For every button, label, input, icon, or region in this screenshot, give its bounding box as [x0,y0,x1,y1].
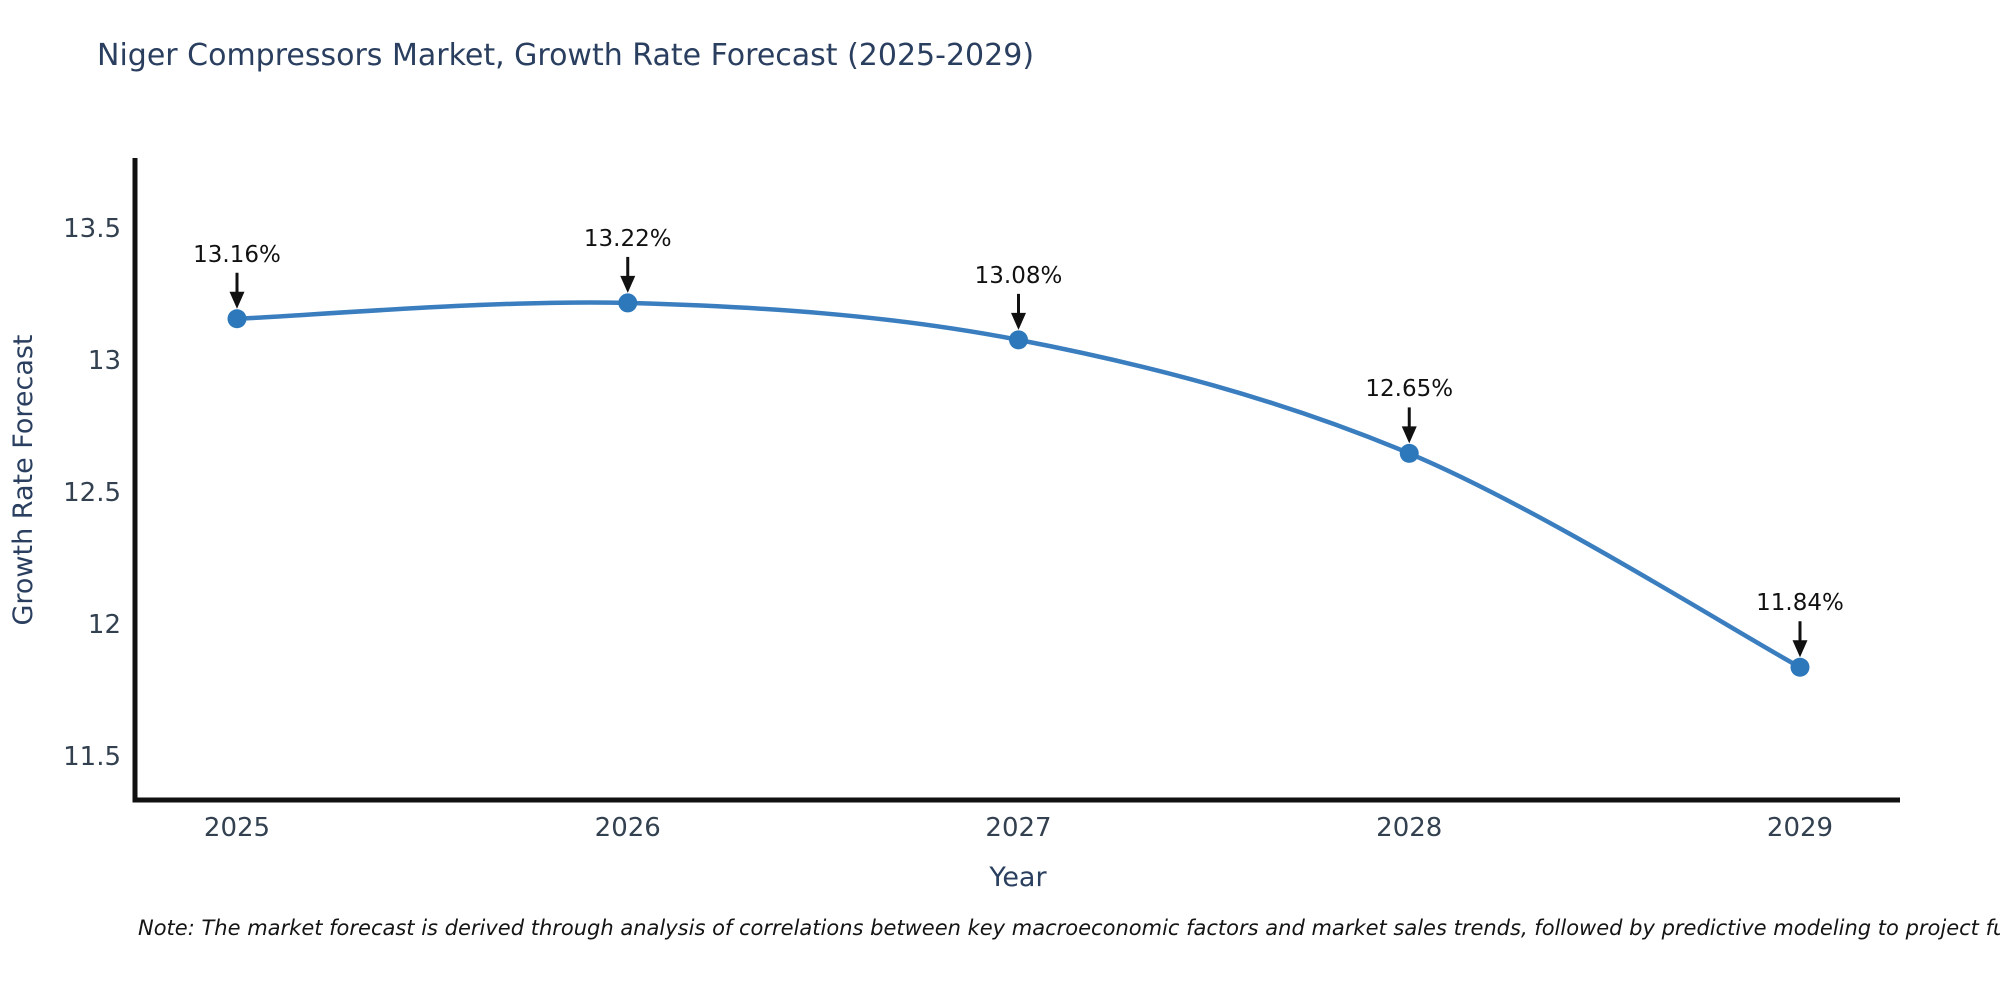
point-label: 13.08% [974,262,1063,289]
point-label: 12.65% [1365,376,1454,403]
x-tick-label: 2029 [1766,813,1834,843]
annotation-arrow-head [1401,426,1417,444]
x-axis-title: Year [989,862,1047,893]
chart-title: Niger Compressors Market, Growth Rate Fo… [97,38,1035,73]
y-tick-label: 12.5 [63,478,121,508]
footnote: Note: The market forecast is derived thr… [138,916,2000,940]
annotation-arrow-head [229,291,245,309]
x-tick-label: 2025 [203,813,271,843]
point-label: 11.84% [1756,590,1844,617]
point-label: 13.22% [583,225,672,252]
data-point-marker [1009,330,1028,350]
y-tick-label: 11.5 [63,742,121,772]
data-point-marker [618,293,638,313]
data-point-marker [1790,657,1810,677]
annotation-arrow-head [1011,312,1026,330]
data-point-marker [1399,443,1419,463]
y-tick-label: 13.5 [63,214,121,244]
x-tick-label: 2027 [985,813,1052,843]
y-tick-label: 12 [87,610,121,640]
annotation-arrow-head [1792,640,1808,658]
annotation-arrow-head [620,275,636,293]
y-tick-label: 13 [87,346,121,376]
forecast-line [236,300,1802,670]
x-tick-label: 2028 [1376,813,1443,843]
x-tick-label: 2026 [594,813,661,843]
data-point-marker [227,309,247,329]
point-label: 13.16% [193,241,281,268]
